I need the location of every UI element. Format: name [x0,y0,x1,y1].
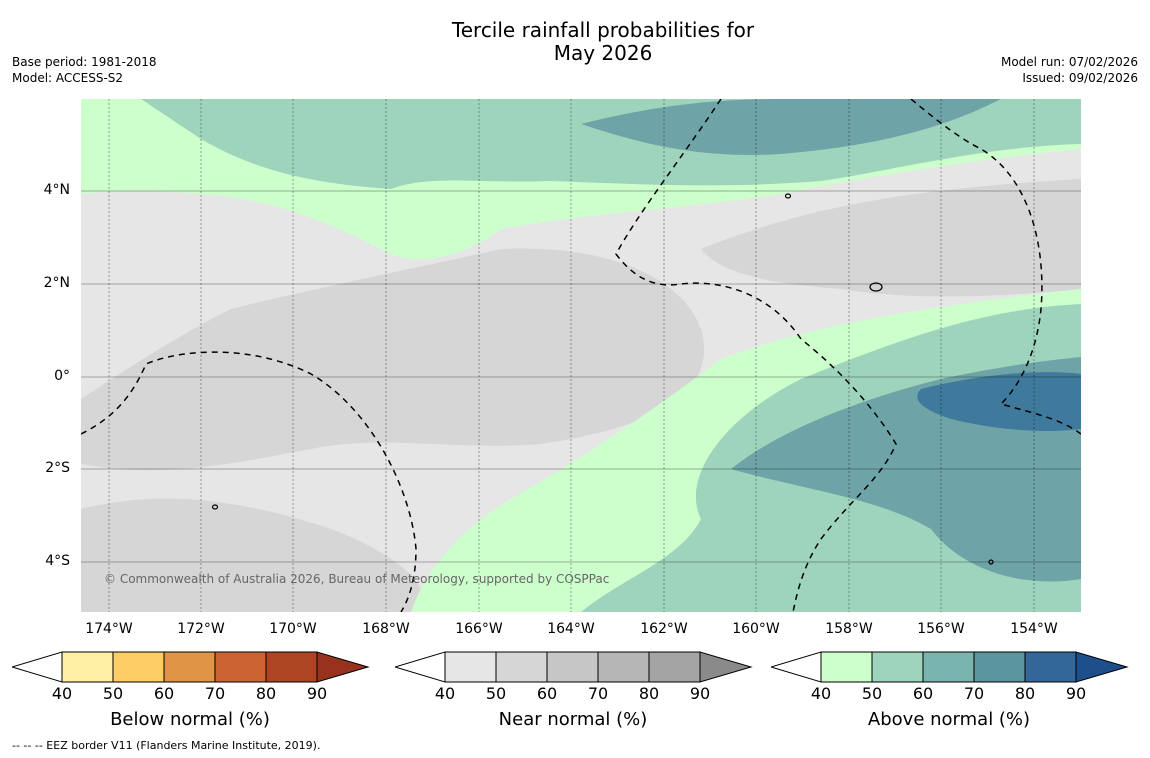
cbar-below-segment [214,651,267,683]
gridlines [81,99,1081,612]
cbar-below-segment [61,651,114,683]
lon-label-166w: 166°W [455,621,503,637]
cbar-above-tick: 50 [861,684,883,703]
title-line-1: Tercile rainfall probabilities for [451,18,755,42]
eez-border-central [615,99,897,612]
cbar-below-extend-high [316,651,370,683]
cbar-above-segment [1024,651,1077,683]
colorbar-above-normal [771,651,1129,683]
island-marker [784,193,792,199]
above-normal-70-southeast [917,372,1081,431]
cbar-near-tick: 60 [536,684,558,703]
eez-border-east [910,99,1081,435]
cbar-below-segment [112,651,165,683]
base-period: Base period: 1981-2018 [12,55,157,69]
cbar-above-segment [973,651,1026,683]
eez-border-west [81,351,417,612]
cbar-near-tick: 80 [638,684,660,703]
cbar-above-tick: 40 [810,684,832,703]
lat-label-4s: 4°S [45,553,70,569]
lon-label-170w: 170°W [269,621,317,637]
model-name: Model: ACCESS-S2 [12,71,124,85]
cbar-below-tick: 90 [306,684,328,703]
cbar-above-extend-low [771,651,822,683]
cbar-near-tick: 70 [587,684,609,703]
lat-label-4n: 4°N [43,182,70,198]
chart-title: Tercile rainfall probabilities for May 2… [0,19,1150,65]
eez-footer-note: -- -- -- EEZ border V11 (Flanders Marine… [12,739,321,752]
lon-label-156w: 156°W [917,621,965,637]
near-normal-50-east [701,179,1081,297]
colorbar-below-normal [12,651,370,683]
cbar-near-tick: 40 [434,684,456,703]
cbar-above-segment [922,651,975,683]
cbar-near-tick: 90 [689,684,711,703]
cbar-below-tick: 70 [204,684,226,703]
cbar-near-segment [444,651,497,683]
cbar-below-tick: 40 [51,684,73,703]
cbar-above-title: Above normal (%) [867,709,1031,730]
near-normal-50-central [81,248,705,471]
cbar-below-tick: 80 [255,684,277,703]
lon-label-158w: 158°W [825,621,873,637]
cbar-above-tick: 70 [963,684,985,703]
cbar-above-tick: 60 [912,684,934,703]
island-marker [211,504,219,510]
cbar-below-tick: 60 [153,684,175,703]
lon-label-164w: 164°W [547,621,595,637]
lon-label-172w: 172°W [177,621,225,637]
lon-label-160w: 160°W [732,621,780,637]
rainfall-map [81,99,1081,612]
lat-label-0: 0° [54,368,70,384]
meta-left: Base period: 1981-2018 Model: ACCESS-S2 [12,54,157,86]
cbar-near-extend-high [699,651,753,683]
cbar-below-segment [265,651,318,683]
cbar-above-tick: 90 [1065,684,1087,703]
cbar-near-segment [597,651,650,683]
title-line-2: May 2026 [553,41,653,65]
lon-label-154w: 154°W [1010,621,1058,637]
cbar-above-tick: 80 [1014,684,1036,703]
above-normal-60-north [581,99,1001,155]
colorbar-near-normal [395,651,753,683]
cbar-near-segment [648,651,701,683]
cbar-below-tick: 50 [102,684,124,703]
meta-right: Model run: 07/02/2026 Issued: 09/02/2026 [1001,54,1138,86]
cbar-near-tick: 50 [485,684,507,703]
lon-label-174w: 174°W [85,621,133,637]
cbar-below-title: Below normal (%) [110,709,270,730]
cbar-below-extend-low [12,651,63,683]
cbar-above-segment [820,651,873,683]
cbar-near-extend-low [395,651,446,683]
copyright-notice: © Commonwealth of Australia 2026, Bureau… [104,572,610,586]
cbar-near-segment [495,651,548,683]
lat-label-2s: 2°S [45,460,70,476]
lon-label-168w: 168°W [362,621,410,637]
lat-label-2n: 2°N [43,275,70,291]
cbar-near-segment [546,651,599,683]
cbar-above-segment [871,651,924,683]
cbar-above-extend-high [1075,651,1129,683]
model-run: Model run: 07/02/2026 [1000,55,1138,69]
cbar-below-segment [163,651,216,683]
island-marker [869,282,883,292]
issued-date: Issued: 09/02/2026 [1022,71,1138,85]
near-normal-50-southwest [81,498,423,612]
lon-label-162w: 162°W [640,621,688,637]
cbar-near-title: Near normal (%) [498,709,648,730]
